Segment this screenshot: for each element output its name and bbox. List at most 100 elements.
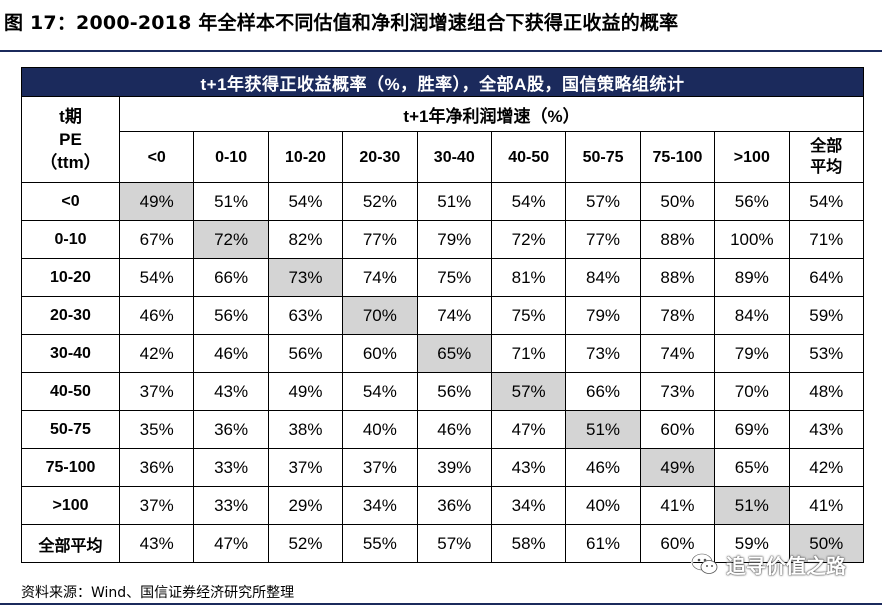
- column-header-line: 0-10: [215, 148, 248, 166]
- table-cell: 43%: [118, 524, 195, 563]
- table-cell: 77%: [565, 220, 641, 259]
- table-cell: 42%: [788, 448, 864, 487]
- row-header: 40-50: [21, 372, 120, 411]
- table-cell: 72%: [490, 220, 567, 259]
- table-cell: 46%: [565, 448, 641, 487]
- table-cell: 38%: [267, 410, 344, 449]
- table-cell: 43%: [788, 410, 864, 449]
- win-rate-table: t+1年获得正收益概率（%，胜率），全部A股，国信策略组统计 t期 PE （tt…: [21, 67, 864, 563]
- table-cell: 54%: [267, 182, 344, 221]
- table-cell: 51%: [714, 486, 790, 525]
- column-header-line: 30-40: [433, 148, 475, 166]
- row-header: 全部平均: [21, 524, 120, 563]
- table-cell: 46%: [193, 334, 269, 373]
- table-cell: 48%: [788, 372, 864, 411]
- table-cell: 43%: [490, 448, 567, 487]
- table-cell: 84%: [714, 296, 790, 335]
- table-cell: 47%: [193, 524, 269, 563]
- table-cell: 59%: [714, 524, 790, 563]
- table-cell: 77%: [342, 220, 418, 259]
- table-cell: 73%: [639, 372, 716, 411]
- table-cell: 75%: [490, 296, 567, 335]
- table-cell: 73%: [267, 258, 344, 297]
- table-cell: 54%: [788, 182, 864, 221]
- table-cell: 59%: [788, 296, 864, 335]
- table-cell: 51%: [416, 182, 492, 221]
- table-cell: 37%: [118, 372, 195, 411]
- row-header: 75-100: [21, 448, 120, 487]
- row-header: 10-20: [21, 258, 120, 297]
- column-header-line: 75-100: [652, 148, 703, 166]
- table-cell: 51%: [565, 410, 641, 449]
- table-cell: 50%: [788, 524, 864, 563]
- row-header: 50-75: [21, 410, 120, 449]
- row-header: 20-30: [21, 296, 120, 335]
- table-cell: 37%: [118, 486, 195, 525]
- table-cell: 57%: [490, 372, 567, 411]
- table-cell: 50%: [639, 182, 716, 221]
- table-cell: 74%: [639, 334, 716, 373]
- table-row: 40-50 37% 43% 49% 54% 56% 57% 66% 73% 70% 48%: [21, 372, 864, 411]
- table-cell: 70%: [714, 372, 790, 411]
- column-header: 50-75: [565, 131, 641, 183]
- column-header: >100: [714, 131, 790, 183]
- table-cell: 54%: [490, 182, 567, 221]
- column-header: 全部 平均: [788, 131, 864, 183]
- table-row: 10-20 54% 66% 73% 74% 75% 81% 84% 88% 89% 64%: [21, 258, 864, 297]
- table-cell: 74%: [416, 296, 492, 335]
- table-cell: 51%: [193, 182, 269, 221]
- table-row: 全部平均 43% 47% 52% 55% 57% 58% 61% 60% 59% 50%: [21, 524, 864, 563]
- table-cell: 49%: [118, 182, 195, 221]
- table-cell: 55%: [342, 524, 418, 563]
- table-cell: 34%: [490, 486, 567, 525]
- table-cell: 52%: [267, 524, 344, 563]
- table-cell: 41%: [639, 486, 716, 525]
- table-cell: 65%: [714, 448, 790, 487]
- table-cell: 37%: [342, 448, 418, 487]
- table-cell: 79%: [565, 296, 641, 335]
- table-cell: 56%: [267, 334, 344, 373]
- column-header-line: 50-75: [582, 148, 624, 166]
- table-cell: 70%: [342, 296, 418, 335]
- table-cell: 33%: [193, 486, 269, 525]
- column-header: 10-20: [267, 131, 344, 183]
- table-cell: 56%: [416, 372, 492, 411]
- table-cell: 40%: [342, 410, 418, 449]
- table-cell: 42%: [118, 334, 195, 373]
- table-cell: 56%: [714, 182, 790, 221]
- row-header: >100: [21, 486, 120, 525]
- table-cell: 82%: [267, 220, 344, 259]
- column-header-line: 20-30: [359, 148, 401, 166]
- figure-title: 图 17：2000-2018 年全样本不同估值和净利润增速组合下获得正收益的概率: [4, 12, 679, 34]
- table-cell: 47%: [490, 410, 567, 449]
- column-header: <0: [118, 131, 195, 183]
- table-cell: 71%: [490, 334, 567, 373]
- table-cell: 33%: [193, 448, 269, 487]
- table-cell: 79%: [714, 334, 790, 373]
- table-cell: 52%: [342, 182, 418, 221]
- table-cell: 75%: [416, 258, 492, 297]
- table-cell: 54%: [118, 258, 195, 297]
- table-row: 30-40 42% 46% 56% 60% 65% 71% 73% 74% 79% 53%: [21, 334, 864, 373]
- row-header: 30-40: [21, 334, 120, 373]
- table-cell: 34%: [342, 486, 418, 525]
- table-cell: 29%: [267, 486, 344, 525]
- watermark: 追寻价值之路: [690, 549, 846, 579]
- table-row: >100 37% 33% 29% 34% 36% 34% 40% 41% 51% 41%: [21, 486, 864, 525]
- table-cell: 57%: [416, 524, 492, 563]
- table-cell: 84%: [565, 258, 641, 297]
- table-cell: 46%: [118, 296, 195, 335]
- table-cell: 36%: [118, 448, 195, 487]
- table-cell: 88%: [639, 258, 716, 297]
- table-cell: 49%: [267, 372, 344, 411]
- table-band-title: t+1年获得正收益概率（%，胜率），全部A股，国信策略组统计: [21, 67, 864, 97]
- table-cell: 61%: [565, 524, 641, 563]
- table-cell: 54%: [342, 372, 418, 411]
- corner-header: t期 PE （ttm）: [21, 96, 120, 183]
- table-cell: 40%: [565, 486, 641, 525]
- table-cell: 60%: [639, 410, 716, 449]
- table-cell: 63%: [267, 296, 344, 335]
- table-cell: 60%: [342, 334, 418, 373]
- table-cell: 60%: [639, 524, 716, 563]
- corner-line: PE: [59, 130, 82, 149]
